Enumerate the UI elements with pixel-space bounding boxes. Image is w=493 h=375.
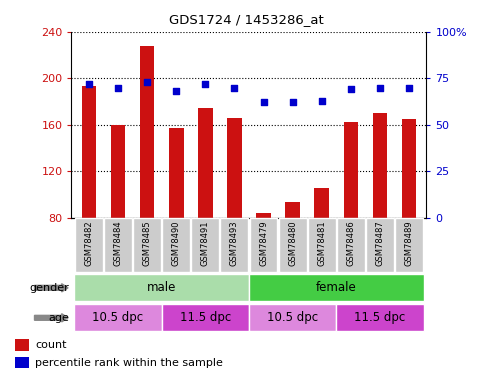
Text: GSM78493: GSM78493: [230, 220, 239, 266]
Point: [347, 86, 355, 92]
Bar: [336, 304, 423, 332]
Text: GSM78491: GSM78491: [201, 220, 210, 266]
Bar: [402, 119, 416, 218]
Bar: [140, 46, 154, 218]
Text: GSM78486: GSM78486: [346, 220, 355, 266]
Text: male: male: [147, 281, 176, 294]
Point: [85, 81, 93, 87]
Text: GSM78485: GSM78485: [142, 220, 152, 266]
Bar: [373, 113, 387, 218]
Bar: [104, 217, 132, 272]
Text: GSM78479: GSM78479: [259, 220, 268, 266]
Bar: [191, 217, 219, 272]
Bar: [366, 217, 394, 272]
Text: 11.5 dpc: 11.5 dpc: [354, 311, 406, 324]
Bar: [279, 217, 307, 272]
Bar: [227, 118, 242, 218]
Bar: [256, 213, 271, 217]
Text: GSM78480: GSM78480: [288, 220, 297, 266]
Point: [376, 85, 384, 91]
Point: [114, 85, 122, 91]
Point: [143, 79, 151, 85]
Bar: [74, 274, 249, 302]
Text: GSM78489: GSM78489: [404, 220, 414, 266]
Text: 10.5 dpc: 10.5 dpc: [267, 311, 318, 324]
Bar: [74, 304, 162, 332]
Bar: [169, 128, 183, 217]
Bar: [111, 124, 125, 217]
Bar: [249, 304, 336, 332]
Bar: [15, 339, 29, 351]
Text: female: female: [316, 281, 356, 294]
Bar: [82, 86, 96, 218]
Point: [405, 85, 413, 91]
Bar: [249, 217, 278, 272]
Bar: [315, 189, 329, 218]
Bar: [344, 122, 358, 218]
Text: GSM78482: GSM78482: [84, 220, 94, 266]
Text: gender: gender: [29, 283, 69, 293]
Bar: [162, 217, 190, 272]
Text: GSM78490: GSM78490: [172, 220, 181, 266]
Text: 11.5 dpc: 11.5 dpc: [179, 311, 231, 324]
Bar: [285, 202, 300, 217]
Bar: [395, 217, 423, 272]
Text: GDS1724 / 1453286_at: GDS1724 / 1453286_at: [169, 13, 324, 26]
Bar: [249, 274, 423, 302]
Bar: [337, 217, 365, 272]
Text: age: age: [48, 313, 69, 323]
Bar: [220, 217, 248, 272]
Bar: [133, 217, 161, 272]
Bar: [308, 217, 336, 272]
Bar: [162, 304, 249, 332]
Text: count: count: [35, 340, 67, 350]
Text: GSM78484: GSM78484: [113, 220, 123, 266]
Point: [201, 81, 209, 87]
Bar: [198, 108, 212, 217]
Text: GSM78487: GSM78487: [375, 220, 385, 266]
Bar: [15, 357, 29, 368]
Point: [318, 98, 326, 104]
Text: 10.5 dpc: 10.5 dpc: [93, 311, 143, 324]
Text: percentile rank within the sample: percentile rank within the sample: [35, 358, 223, 368]
Text: GSM78481: GSM78481: [317, 220, 326, 266]
Point: [260, 99, 268, 105]
Point: [230, 85, 238, 91]
Point: [172, 88, 180, 94]
Bar: [75, 217, 103, 272]
Point: [289, 99, 297, 105]
